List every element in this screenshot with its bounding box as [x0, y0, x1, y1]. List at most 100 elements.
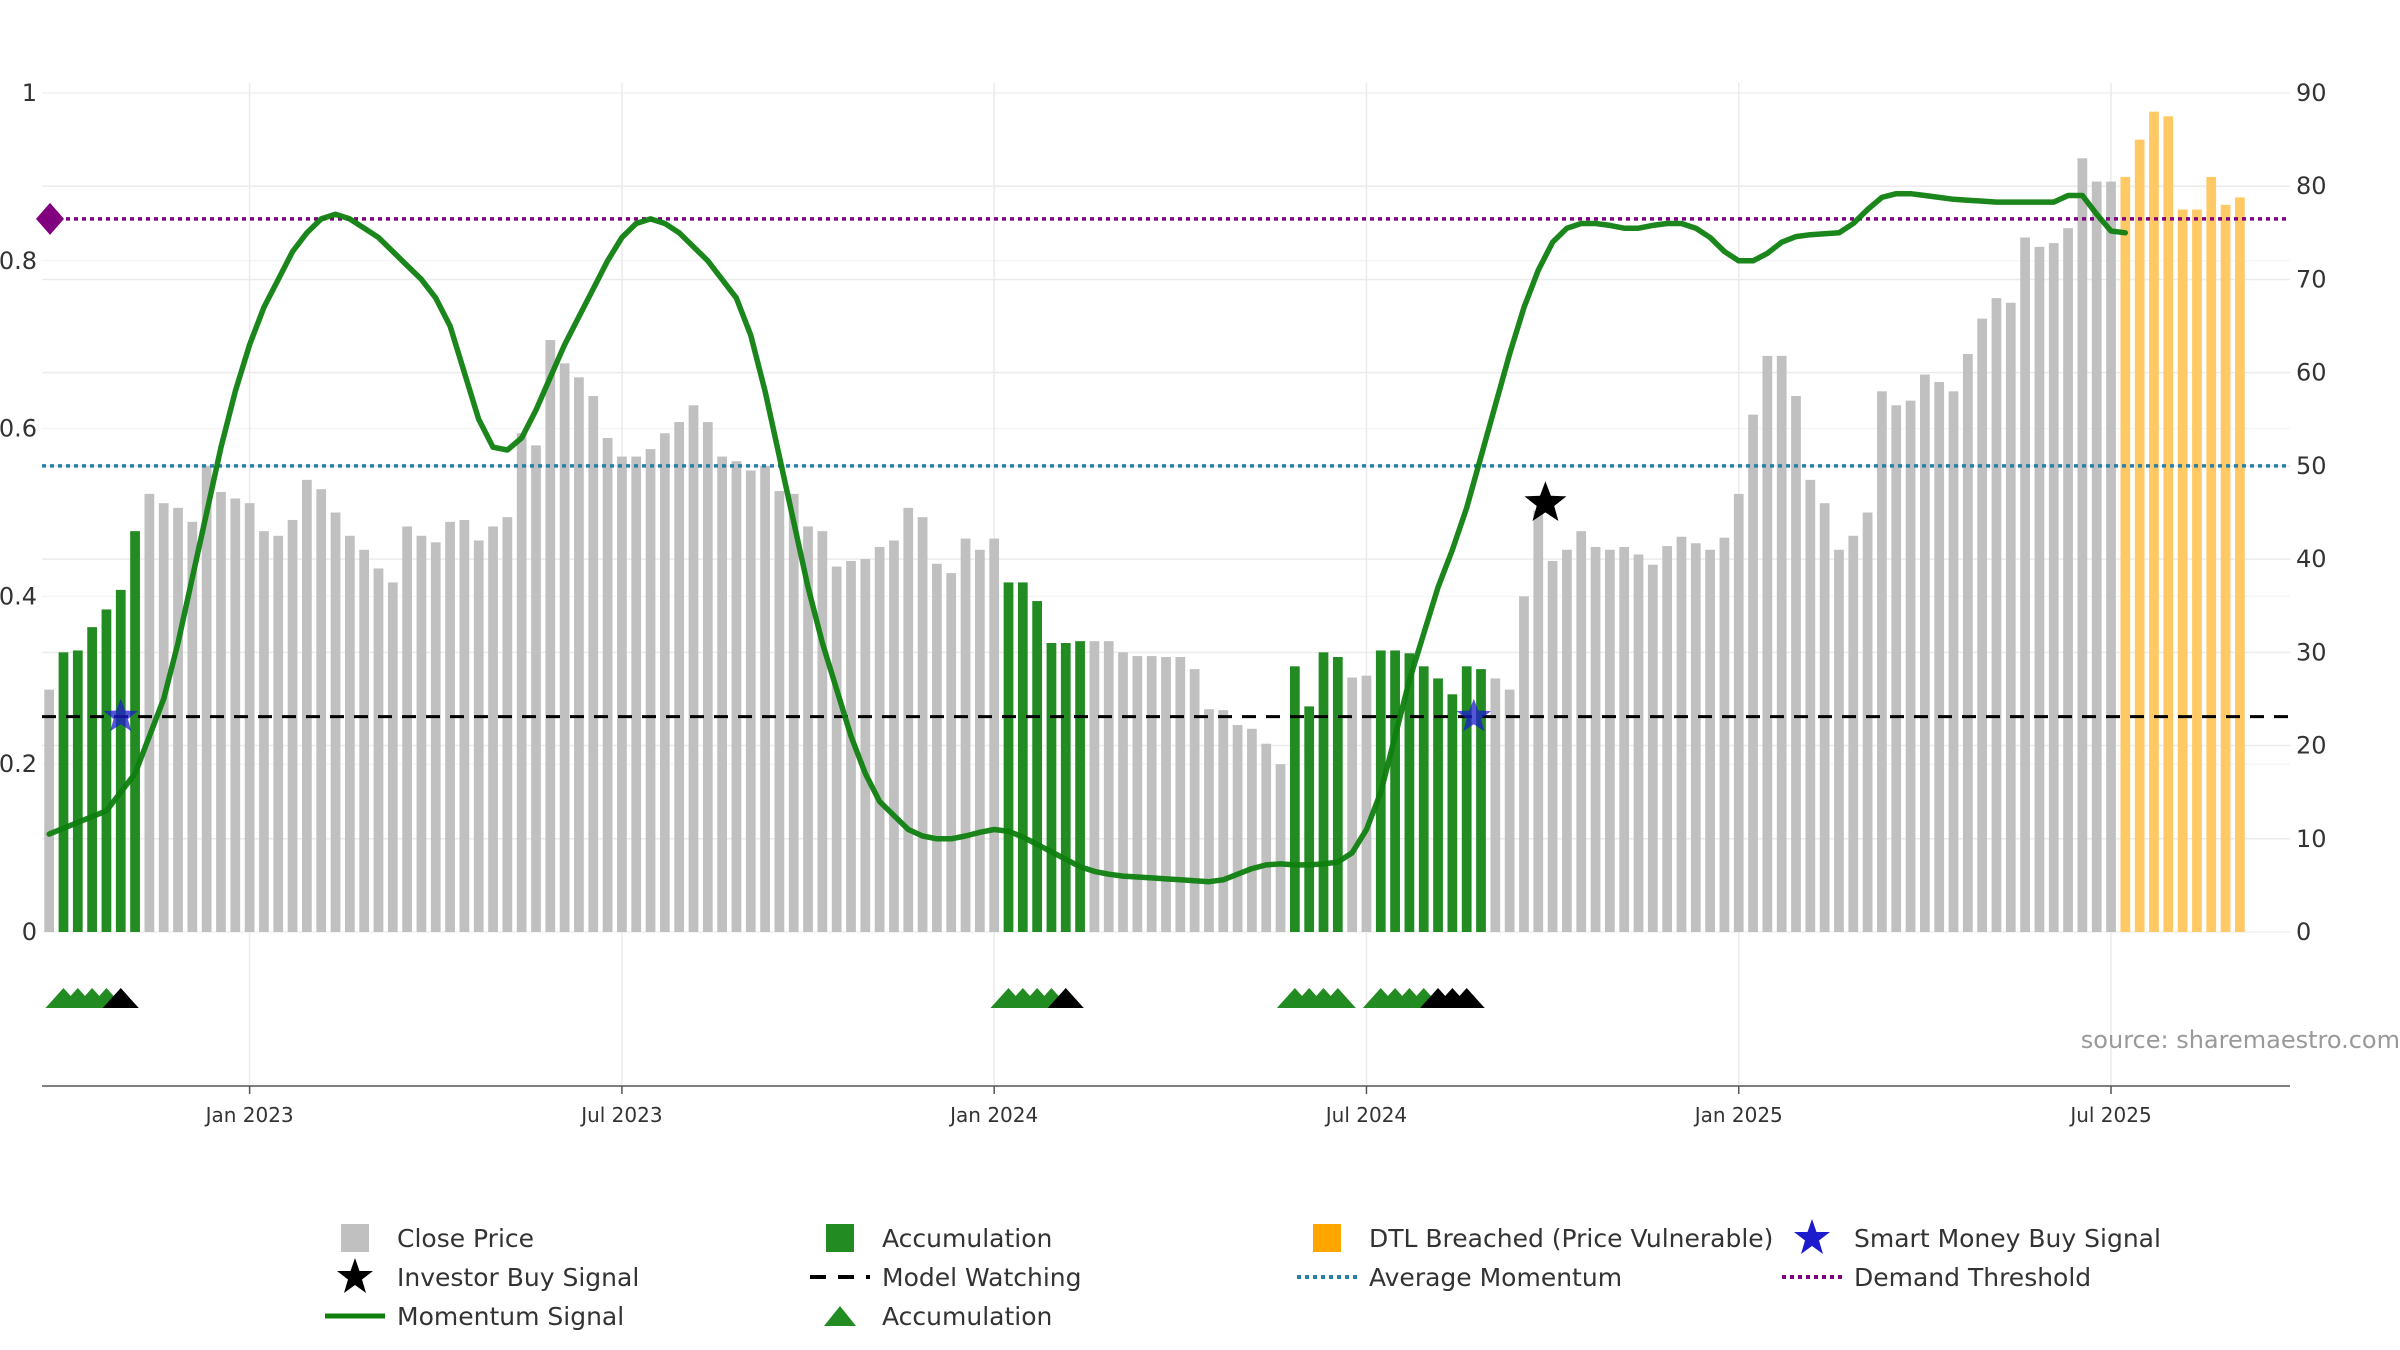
accumulation-bar — [1332, 656, 1343, 932]
right-tick-label: 60 — [2296, 359, 2327, 387]
close-price-bar — [1705, 549, 1715, 932]
close-price-bar — [2063, 228, 2073, 932]
left-tick-label: 0.6 — [0, 415, 37, 443]
accumulation-bar — [1032, 601, 1043, 932]
close-price-bar — [1619, 546, 1630, 932]
close-price-bar — [187, 521, 198, 932]
close-price-bar — [1275, 764, 1286, 932]
close-price-bar — [330, 512, 341, 932]
left-tick-label: 0.2 — [0, 750, 37, 778]
accumulation-bar — [1003, 582, 1014, 932]
x-tick-label: Jan 2025 — [1693, 1103, 1783, 1127]
close-price-bar — [1748, 414, 1758, 932]
accumulation-bar — [1418, 666, 1429, 932]
signal-triangle-icon — [1448, 988, 1485, 1008]
close-price-bar — [2034, 246, 2045, 933]
close-price-bar — [2091, 181, 2102, 933]
close-price-bar — [1590, 546, 1601, 932]
accumulation-bar — [1075, 641, 1085, 932]
accumulation-bar — [1461, 666, 1472, 932]
close-price-bar — [1218, 710, 1229, 932]
legend-close-price: Close Price — [325, 1220, 534, 1256]
close-price-bar — [416, 535, 427, 932]
dtl-bar — [2220, 204, 2231, 932]
legend-average-momentum: Average Momentum — [1297, 1259, 1622, 1295]
legend-dtl: DTL Breached (Price Vulnerable) — [1297, 1220, 1773, 1256]
green-triangle-icon — [824, 1306, 856, 1326]
x-tick-label: Jul 2023 — [579, 1103, 662, 1127]
close-price-bar — [645, 449, 656, 932]
investor-buy-star-icon — [1524, 481, 1567, 521]
right-tick-label: 20 — [2296, 732, 2327, 760]
close-price-bar — [144, 493, 155, 932]
dotted-purple-line-icon — [1782, 1275, 1842, 1279]
close-price-bar — [373, 568, 384, 932]
accumulation-bar — [1060, 643, 1071, 932]
close-price-bar — [932, 563, 942, 932]
legend-label: DTL Breached (Price Vulnerable) — [1369, 1223, 1774, 1253]
right-tick-label: 40 — [2296, 545, 2327, 573]
close-price-bar — [788, 493, 799, 932]
close-price-bar — [674, 422, 685, 932]
accumulation-bar — [1390, 650, 1400, 932]
close-price-bar — [1776, 355, 1787, 932]
legend-label: Close Price — [397, 1223, 535, 1253]
dtl-bar — [2134, 139, 2145, 933]
close-price-bar — [1891, 405, 1902, 932]
close-price-bar — [244, 503, 255, 932]
close-price-bar — [588, 395, 599, 932]
left-tick-label: 0.4 — [0, 582, 37, 610]
close-price-bar — [1103, 641, 1114, 932]
x-tick-label: Jan 2024 — [948, 1103, 1038, 1127]
left-tick-label: 1 — [22, 79, 37, 107]
close-price-bar — [1877, 391, 1887, 932]
price-bars — [44, 111, 2245, 933]
close-price-bar — [1519, 596, 1529, 932]
close-price-bar — [1834, 549, 1844, 932]
close-price-bar — [216, 491, 226, 932]
close-price-bar — [316, 489, 327, 932]
close-price-bar — [1504, 689, 1515, 932]
close-price-bar — [1948, 391, 1959, 932]
close-price-bar — [917, 517, 928, 932]
close-price-bar — [731, 461, 742, 932]
close-price-bar — [688, 405, 699, 932]
demand-threshold-marker-icon — [36, 202, 64, 235]
close-price-bar — [1676, 536, 1687, 932]
accumulation-triangle-icon — [1319, 988, 1356, 1008]
close-price-bar — [387, 582, 398, 932]
accumulation-bar — [1318, 652, 1329, 932]
close-price-bar — [2048, 243, 2059, 933]
close-price-bar — [1862, 512, 1873, 932]
close-price-swatch-icon — [341, 1224, 369, 1252]
close-price-bar — [717, 456, 727, 932]
close-price-bar — [545, 340, 556, 932]
close-price-bar — [774, 491, 785, 932]
signal-markers — [45, 481, 1567, 1008]
close-price-bar — [2106, 181, 2116, 933]
close-price-bar — [1232, 725, 1243, 932]
close-price-bar — [459, 519, 470, 932]
close-price-bar — [273, 535, 284, 932]
close-price-bar — [1791, 395, 1801, 932]
accumulation-bar — [1433, 678, 1443, 932]
legend-label: Accumulation — [882, 1301, 1053, 1331]
close-price-bar — [344, 535, 355, 932]
close-price-bar — [1118, 652, 1128, 932]
close-price-bar — [473, 540, 484, 932]
close-price-bar — [488, 526, 498, 932]
dtl-swatch-icon — [1313, 1224, 1341, 1252]
close-price-bar — [1934, 381, 1945, 932]
close-price-bar — [516, 433, 527, 932]
close-price-bar — [1361, 675, 1372, 932]
close-price-bar — [1490, 678, 1501, 932]
dtl-bar — [2177, 209, 2188, 932]
close-price-bar — [803, 526, 813, 932]
close-price-bar — [2077, 158, 2088, 932]
legend-accumulation-bar: Accumulation — [810, 1220, 1052, 1256]
legend-model-watching: Model Watching — [810, 1259, 1082, 1295]
dtl-bar — [2149, 111, 2159, 932]
accumulation-swatch-icon — [826, 1224, 854, 1252]
